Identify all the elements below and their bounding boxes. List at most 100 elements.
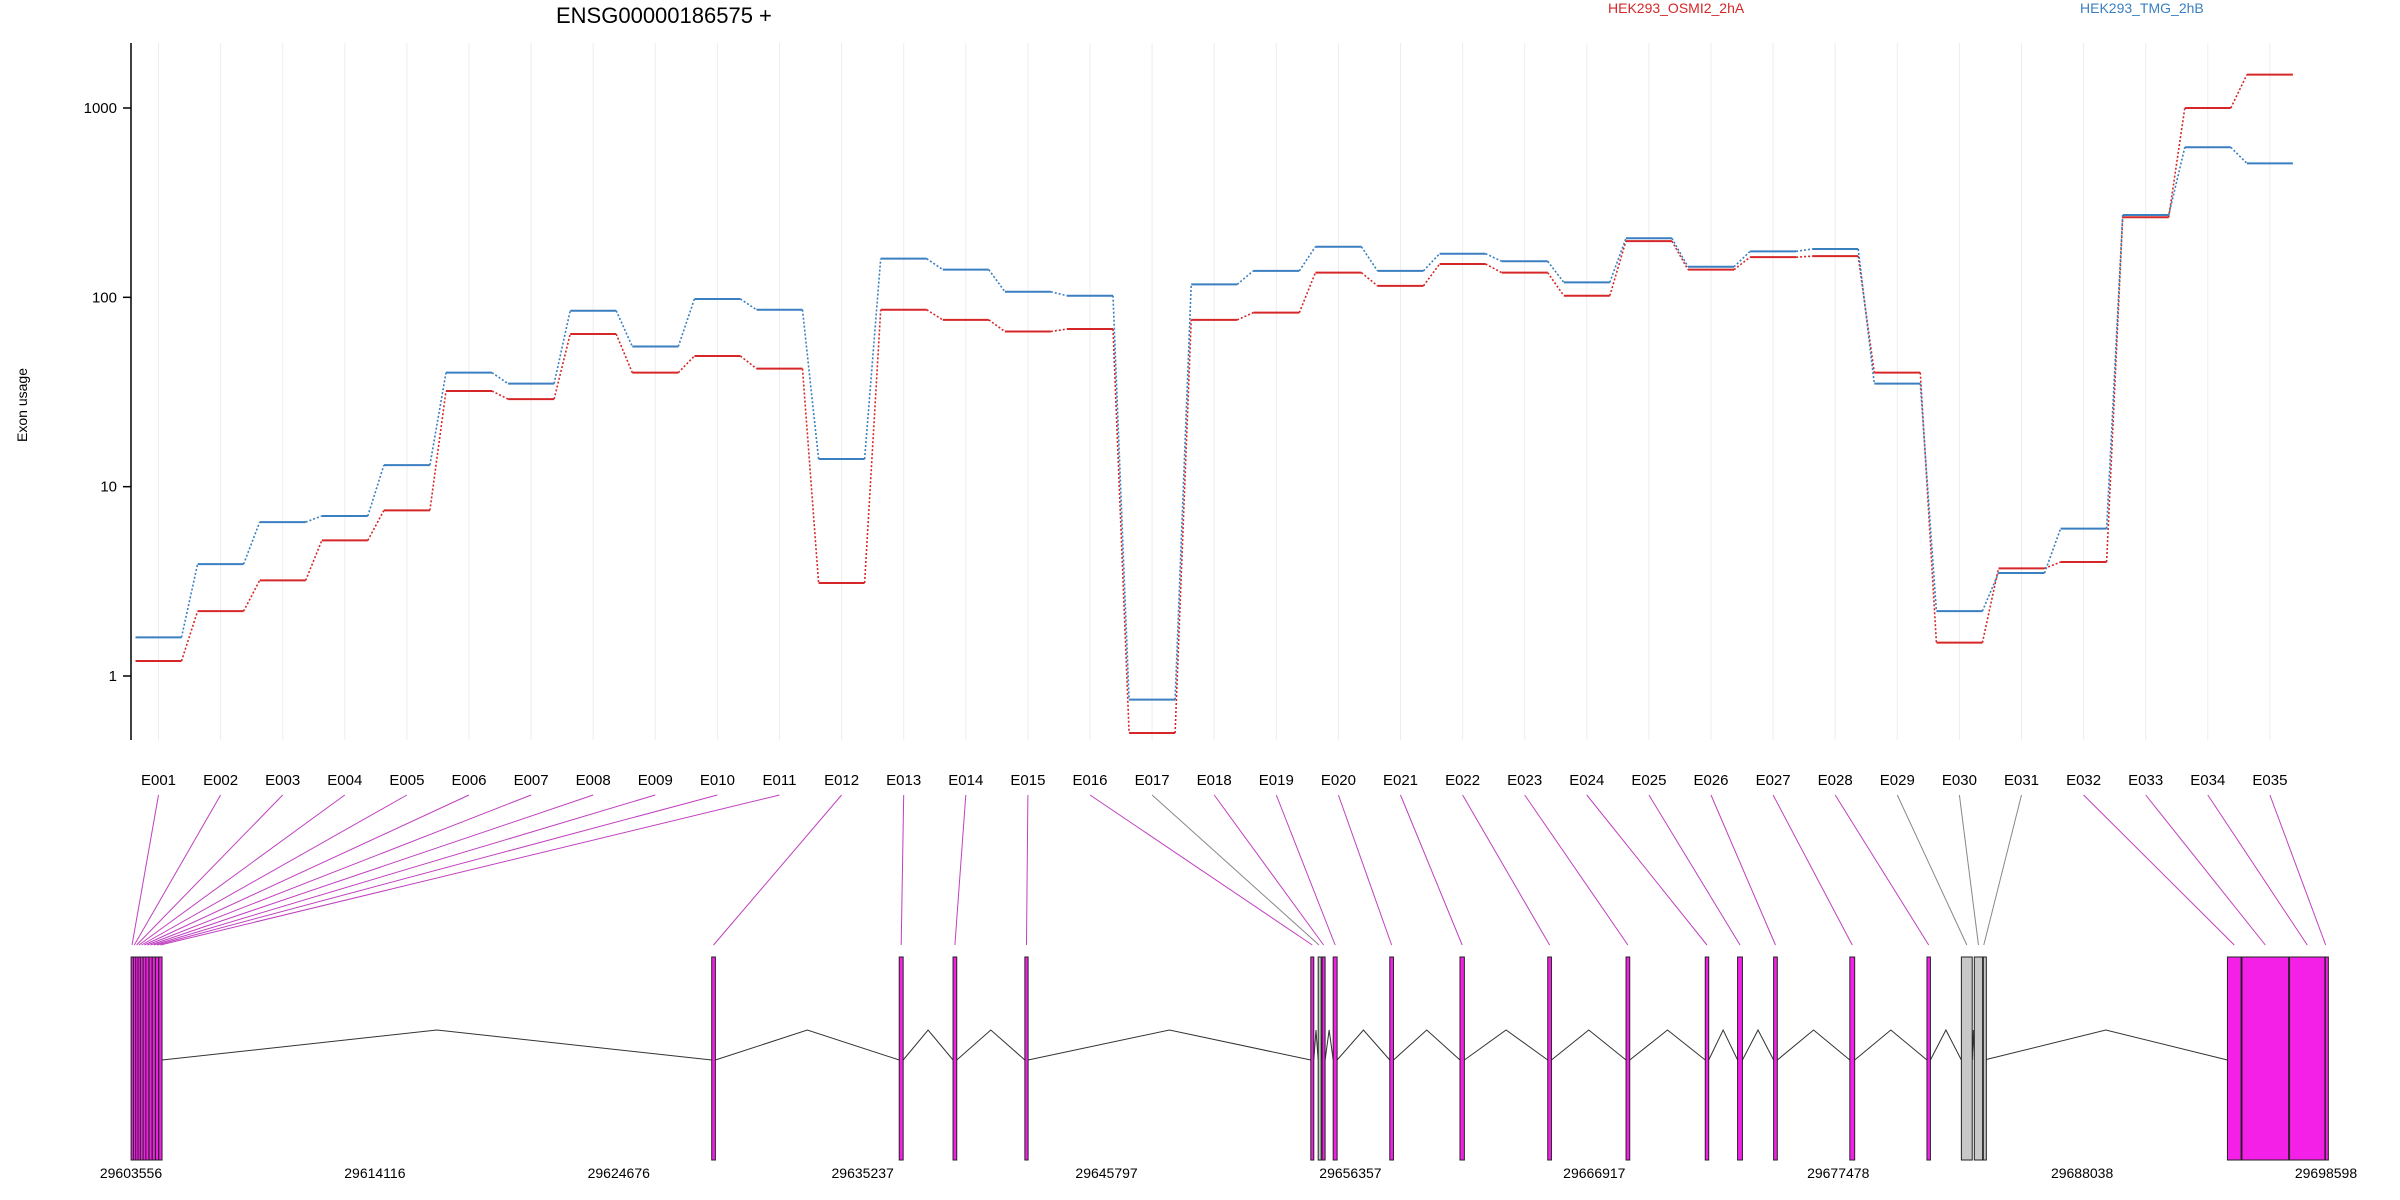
intron (715, 1029, 900, 1061)
genomic-coordinate-label: 29635237 (832, 1165, 895, 1181)
exon-connector (1089, 794, 1313, 946)
intron (1336, 1029, 1391, 1061)
exon-box (1960, 956, 1973, 1161)
exon-connector (156, 794, 718, 946)
series-2-connector (305, 515, 323, 523)
exon-box (158, 956, 163, 1161)
intron (1464, 1029, 1549, 1061)
exon-label-E028: E028 (1818, 772, 1853, 789)
exon-connector (1213, 794, 1325, 946)
series-1-connector (1485, 263, 1503, 274)
series-2 (135, 146, 2293, 701)
exon-box (711, 956, 716, 1161)
series-2-connector (1298, 246, 1317, 272)
intron (1313, 1029, 1319, 1061)
exon-connector (141, 794, 408, 946)
series-1-connector (2167, 107, 2186, 218)
exon-label-E008: E008 (576, 772, 611, 789)
exon-label-E002: E002 (203, 772, 238, 789)
genomic-coordinate-label: 29698598 (2295, 1165, 2358, 1181)
exon-label-E005: E005 (389, 772, 424, 789)
exon-box (155, 956, 160, 1161)
y-axis-label: Exon usage (14, 368, 30, 442)
intron (1708, 1028, 1739, 1061)
series-2-connector (863, 258, 882, 460)
exon-box (1317, 956, 1322, 1161)
series-2-connector (2105, 215, 2124, 529)
series-1-connector (553, 333, 571, 400)
y-tick-label: 10 (100, 479, 117, 496)
exon-connector (1983, 794, 2022, 946)
exon-connector (150, 794, 594, 946)
exon-connector (1025, 794, 1029, 946)
series-2-connector (2230, 146, 2248, 164)
series-1-connector (988, 319, 1006, 333)
exon-label-E007: E007 (514, 772, 549, 789)
exon-box (1547, 956, 1552, 1161)
series-2-connector (1547, 260, 1565, 283)
exon-label-E033: E033 (2128, 772, 2163, 789)
series-2-connector (2043, 528, 2062, 574)
series-1-connector (2230, 74, 2248, 109)
exon-box (1332, 956, 1338, 1161)
exon-label-E023: E023 (1507, 772, 1542, 789)
y-tick-label: 100 (92, 289, 117, 306)
series-1-connector (491, 390, 509, 400)
vertical-grid (158, 43, 2271, 740)
series-2-connector (801, 309, 820, 460)
exon-box (2241, 956, 2290, 1161)
exon-connectors (131, 794, 2327, 946)
series-2-connector (1671, 237, 1689, 268)
exon-label-E029: E029 (1880, 772, 1915, 789)
genomic-coordinate-label: 29677478 (1807, 1165, 1870, 1181)
genomic-coordinate-label: 29688038 (2051, 1165, 2114, 1181)
exon-box (2226, 956, 2242, 1161)
exon-connector (1151, 794, 1320, 946)
series-1-connector (1547, 272, 1565, 297)
exon-connector (954, 794, 967, 946)
exon-label-E020: E020 (1321, 772, 1356, 789)
exon-label-E031: E031 (2004, 772, 2039, 789)
series-2-connector (988, 269, 1006, 293)
exon-label-E012: E012 (824, 772, 859, 789)
series-2-connector (1174, 284, 1192, 700)
y-tick-label: 1 (109, 668, 117, 685)
exon-label-E032: E032 (2066, 772, 2101, 789)
exon-connector (1337, 794, 1393, 946)
series-1-connector (2105, 217, 2124, 563)
gene-model (130, 956, 2329, 1161)
genomic-coordinate-label: 29645797 (1075, 1165, 1138, 1181)
exon-label-E014: E014 (948, 772, 983, 789)
series-2-connector (1112, 295, 1130, 700)
exon-box (2289, 956, 2326, 1161)
series-1-connector (1112, 329, 1130, 734)
series-2-connector (1360, 246, 1379, 272)
intron (1393, 1029, 1461, 1061)
exon-box (898, 956, 904, 1161)
exon-box (145, 956, 150, 1161)
series-2-connector (553, 310, 571, 384)
intron (1028, 1029, 1311, 1061)
exon-label-E013: E013 (886, 772, 921, 789)
series-1-connector (1796, 255, 1813, 258)
series-2-connector (1857, 248, 1876, 384)
exon-connector (1400, 794, 1463, 946)
exon-connector (1524, 794, 1629, 946)
series-1-connector (739, 355, 757, 370)
exon-connector (2083, 794, 2235, 946)
exon-connector (131, 794, 159, 946)
intron (1551, 1029, 1627, 1061)
y-tick-label: 1000 (84, 100, 117, 117)
exon-connector (1275, 794, 1336, 946)
exon-box (952, 956, 958, 1161)
exon-label-E015: E015 (1010, 772, 1045, 789)
series-1-connector (1298, 272, 1317, 313)
exon-label-E025: E025 (1631, 772, 1666, 789)
exon-label-E016: E016 (1072, 772, 1107, 789)
intron (1984, 1029, 2228, 1061)
exon-box (2324, 956, 2329, 1161)
series-1-connector (615, 333, 634, 373)
exon-label-E003: E003 (265, 772, 300, 789)
exon-label-E019: E019 (1259, 772, 1294, 789)
